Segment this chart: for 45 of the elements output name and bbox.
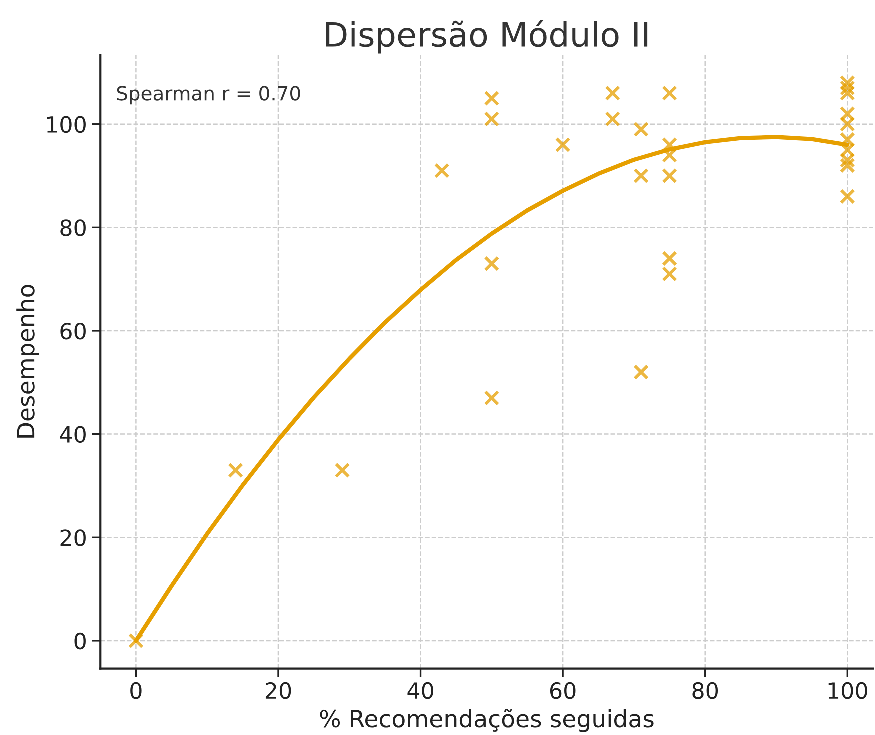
x-tick-label: 80 xyxy=(692,682,718,700)
point xyxy=(228,462,244,478)
point xyxy=(484,256,500,272)
x-tick-label: 40 xyxy=(408,682,434,700)
point xyxy=(484,111,500,127)
point xyxy=(840,188,856,204)
y-tick-label: 20 xyxy=(60,530,86,546)
point xyxy=(434,163,450,179)
y-tick-label: 0 xyxy=(74,632,86,650)
point xyxy=(840,86,856,102)
point xyxy=(662,168,678,184)
point xyxy=(840,152,856,168)
point xyxy=(662,86,678,102)
y-tick-label: 60 xyxy=(60,322,86,340)
point xyxy=(634,168,650,184)
point xyxy=(128,633,144,649)
point xyxy=(840,116,856,132)
y-axis-title: Desempenho xyxy=(16,285,40,438)
point xyxy=(634,364,650,380)
x-tick-label: 100 xyxy=(828,682,868,700)
x-tick-label: 20 xyxy=(266,682,292,700)
x-tick-label: 60 xyxy=(550,682,576,700)
point xyxy=(840,106,856,122)
point xyxy=(334,462,350,478)
x-tick-label: 0 xyxy=(130,682,142,700)
point xyxy=(484,90,500,106)
point xyxy=(662,266,678,282)
y-tick-label: 40 xyxy=(60,426,86,444)
point xyxy=(662,250,678,266)
y-tick-label: 80 xyxy=(60,220,86,236)
point xyxy=(840,80,856,96)
point xyxy=(634,122,650,138)
point xyxy=(840,75,856,91)
point xyxy=(484,390,500,406)
point xyxy=(840,158,856,174)
point xyxy=(840,132,856,148)
x-axis-title: % Recomendações seguidas xyxy=(320,709,654,732)
chart-title: Dispersão Módulo II xyxy=(326,20,648,54)
point xyxy=(662,148,678,164)
point xyxy=(605,86,621,102)
point xyxy=(605,111,621,127)
point xyxy=(840,142,856,158)
annotation: Spearman r = 0.70 xyxy=(117,86,300,105)
y-tick-label: 100 xyxy=(47,116,86,134)
point xyxy=(555,137,571,153)
